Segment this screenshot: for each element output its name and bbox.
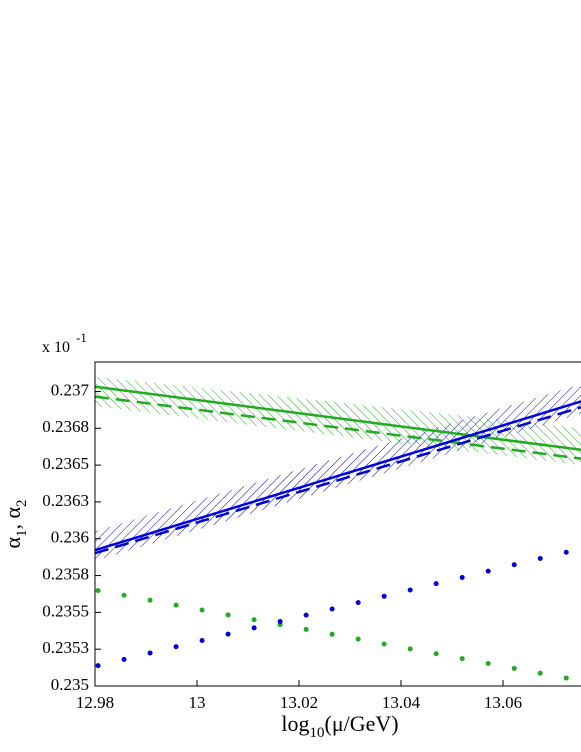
data-point — [537, 555, 543, 561]
data-point — [433, 581, 439, 587]
data-point — [485, 660, 491, 666]
y-label-b-sub: 2 — [14, 499, 30, 507]
multiplier-exp: -1 — [76, 330, 87, 345]
data-point — [225, 612, 231, 618]
data-point — [95, 663, 101, 669]
data-point — [121, 656, 127, 662]
y-tick-label: 0.2355 — [42, 601, 89, 620]
y-tick-label: 0.2365 — [42, 454, 89, 473]
y-label-b: α — [0, 507, 25, 519]
y-multiplier: x 10 -1 — [42, 330, 87, 356]
x-axis-label: log10(μ/GeV) — [281, 711, 398, 741]
line — [94, 400, 581, 552]
line — [94, 406, 581, 555]
line — [94, 385, 581, 452]
y-label-a: α — [0, 537, 25, 549]
data-point — [537, 670, 543, 676]
data-point — [563, 549, 569, 555]
data-point — [277, 618, 283, 624]
data-point — [173, 644, 179, 650]
x-tick-label: 13.06 — [484, 693, 522, 712]
plot-frame — [94, 361, 581, 687]
y-tick-label: 0.2358 — [42, 564, 89, 583]
data-point — [251, 625, 257, 631]
line — [94, 395, 581, 460]
data-point — [381, 641, 387, 647]
data-point — [381, 593, 387, 599]
data-point — [303, 612, 309, 618]
plot-area — [94, 376, 581, 681]
x-tick-label: 13.04 — [382, 693, 421, 712]
data-point — [511, 562, 517, 568]
data-point — [563, 675, 569, 681]
data-point — [485, 568, 491, 574]
data-point — [511, 665, 517, 671]
data-point — [407, 646, 413, 652]
y-tick-label: 0.237 — [51, 380, 90, 399]
x-tick-label: 12.98 — [76, 693, 114, 712]
data-point — [329, 606, 335, 612]
y-tick-label: 0.236 — [51, 528, 89, 547]
multiplier-base: x 10 — [42, 339, 70, 356]
data-point — [355, 636, 361, 642]
x-label-sub: 10 — [310, 725, 325, 741]
x-label-rest: (μ/GeV) — [325, 711, 399, 736]
data-point — [147, 597, 153, 603]
data-point — [199, 637, 205, 643]
data-point — [355, 600, 361, 606]
data-point — [95, 588, 101, 594]
data-point — [433, 651, 439, 657]
data-point — [329, 631, 335, 637]
y-axis-label: α1, α2 — [0, 499, 30, 548]
data-point — [251, 617, 257, 623]
y-label-sep: , — [0, 519, 25, 530]
data-point — [459, 574, 465, 580]
data-point — [121, 592, 127, 598]
x-label-base: log — [281, 711, 309, 736]
y-label-a-sub: 1 — [14, 530, 30, 538]
y-tick-label: 0.2363 — [42, 491, 89, 510]
y-tick-label: 0.2368 — [42, 417, 89, 436]
data-point — [407, 587, 413, 593]
data-point — [147, 650, 153, 656]
y-tick-label: 0.235 — [51, 675, 89, 694]
x-tick-label: 13 — [189, 693, 206, 712]
data-point — [459, 656, 465, 662]
y-tick-label: 0.2353 — [42, 638, 89, 657]
x-tick-label: 13.02 — [280, 693, 318, 712]
data-point — [173, 602, 179, 608]
data-point — [225, 631, 231, 637]
data-point — [303, 626, 309, 632]
data-point — [199, 607, 205, 613]
